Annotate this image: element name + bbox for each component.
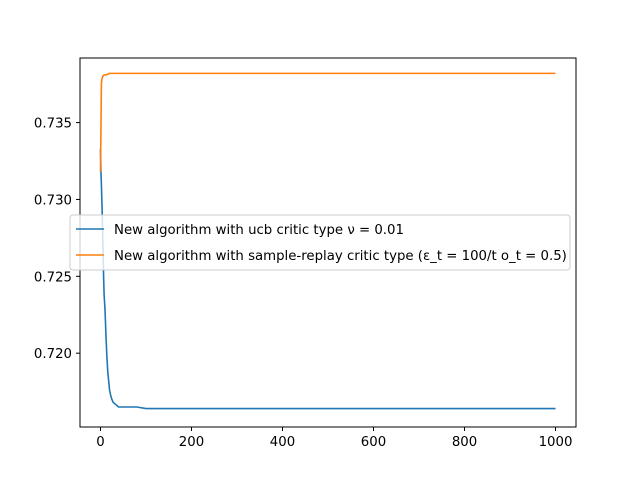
x-axis: 0 200 400 600 800 1000 xyxy=(96,427,572,450)
legend-box xyxy=(69,214,571,271)
legend: New algorithm with ucb critic type ν = 0… xyxy=(69,214,571,271)
x-tick-label: 800 xyxy=(452,435,477,450)
series-line-sample-replay xyxy=(99,72,556,172)
legend-label-ucb: New algorithm with ucb critic type ν = 0… xyxy=(114,223,404,238)
x-tick-label: 400 xyxy=(270,435,295,450)
x-tick-label: 200 xyxy=(179,435,204,450)
legend-label-sample-replay: New algorithm with sample-replay critic … xyxy=(114,249,567,264)
y-tick-label: 0.735 xyxy=(34,117,72,132)
x-tick-label: 0 xyxy=(96,435,104,450)
y-tick-label: 0.725 xyxy=(34,270,72,285)
x-tick-label: 600 xyxy=(361,435,386,450)
x-tick-label: 1000 xyxy=(539,435,573,450)
y-axis: 0.720 0.725 0.730 0.735 xyxy=(34,117,80,362)
y-tick-label: 0.720 xyxy=(34,347,72,362)
y-tick-label: 0.730 xyxy=(34,193,72,208)
